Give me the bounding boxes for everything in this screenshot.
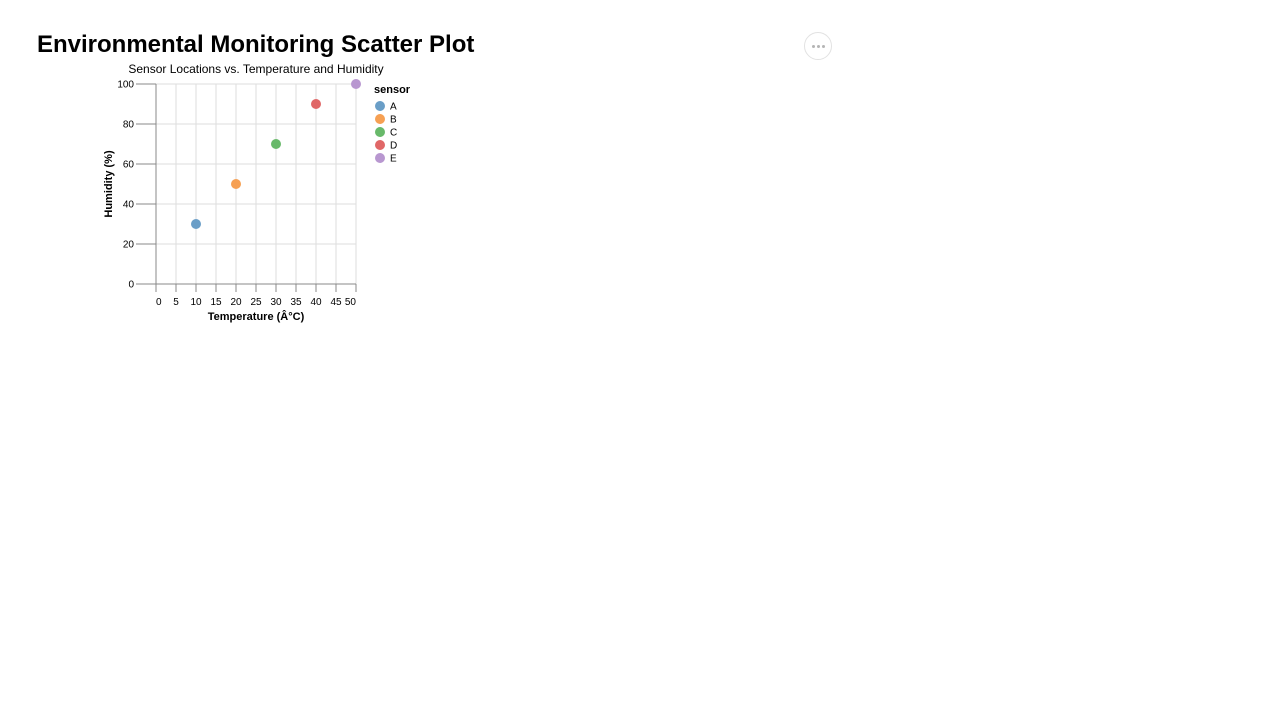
x-tick-label: 45 <box>330 297 342 308</box>
legend-title: sensor <box>374 84 411 96</box>
data-point-c <box>271 139 281 149</box>
y-tick-label: 0 <box>128 280 134 291</box>
legend-swatch-d <box>375 140 385 150</box>
chart-points <box>191 79 361 229</box>
y-tick-label: 40 <box>123 200 135 211</box>
data-point-e <box>351 79 361 89</box>
x-axis-title: Temperature (Â°C) <box>208 310 305 323</box>
x-tick-label: 35 <box>290 297 302 308</box>
more-horizontal-icon <box>816 44 820 48</box>
x-tick-label: 30 <box>270 297 282 308</box>
legend-swatch-e <box>375 153 385 163</box>
y-tick-label: 60 <box>123 160 135 171</box>
x-tick-label: 10 <box>190 297 202 308</box>
legend-swatch-c <box>375 127 385 137</box>
data-point-b <box>231 179 241 189</box>
chart-title: Sensor Locations vs. Temperature and Hum… <box>128 62 383 76</box>
x-tick-label: 5 <box>173 297 179 308</box>
data-point-d <box>311 99 321 109</box>
legend-label-e: E <box>390 154 397 165</box>
page-title: Environmental Monitoring Scatter Plot <box>37 31 475 58</box>
y-axis-title: Humidity (%) <box>103 150 115 218</box>
x-tick-label: 0 <box>156 297 162 308</box>
y-tick-label: 20 <box>123 240 135 251</box>
legend-label-a: A <box>390 102 397 113</box>
x-tick-label: 40 <box>310 297 322 308</box>
legend-label-c: C <box>390 128 397 139</box>
more-horizontal-icon <box>811 44 815 48</box>
y-tick-label: 80 <box>123 120 135 131</box>
x-tick-label: 20 <box>230 297 242 308</box>
legend-swatch-b <box>375 114 385 124</box>
more-actions-button[interactable] <box>804 32 832 60</box>
chart-grid <box>155 83 357 285</box>
legend-swatch-a <box>375 101 385 111</box>
data-point-a <box>191 219 201 229</box>
legend-label-b: B <box>390 115 397 126</box>
x-tick-label: 15 <box>210 297 222 308</box>
legend-label-d: D <box>390 141 397 152</box>
y-tick-label: 100 <box>117 80 134 91</box>
more-horizontal-icon <box>821 44 825 48</box>
x-tick-label: 25 <box>250 297 262 308</box>
x-tick-label: 50 <box>345 297 357 308</box>
